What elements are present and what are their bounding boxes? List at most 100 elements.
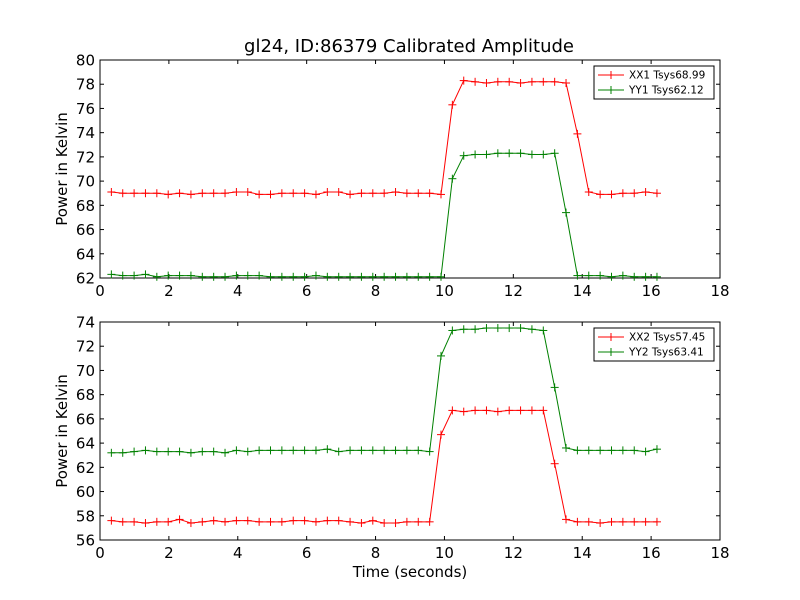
top-data-point: [448, 100, 457, 109]
top-data-point: [186, 271, 195, 280]
top-data-point: [482, 79, 491, 88]
bottom-y-tick-label: 66: [76, 410, 95, 428]
top-data-point: [164, 190, 173, 199]
bottom-data-point: [391, 446, 400, 455]
top-legend-label-xx1: XX1 Tsys68.99: [629, 70, 705, 82]
top-data-point: [266, 272, 275, 281]
bottom-data-point: [573, 517, 582, 526]
top-data-point: [221, 272, 230, 281]
top-x-tick-label: 14: [573, 282, 592, 300]
top-data-point: [164, 271, 173, 280]
top-data-point: [618, 189, 627, 198]
bottom-data-point: [562, 443, 571, 452]
top-y-tick-label: 80: [76, 52, 95, 70]
bottom-data-point: [471, 325, 480, 334]
bottom-data-point: [277, 446, 286, 455]
top-data-point: [380, 189, 389, 198]
top-data-point: [232, 271, 241, 280]
top-data-point: [471, 150, 480, 159]
bottom-y-tick-label: 64: [76, 435, 95, 453]
top-x-tick-label: 8: [371, 282, 381, 300]
top-data-point: [493, 77, 502, 86]
top-data-point: [437, 272, 445, 281]
bottom-data-point: [539, 326, 548, 335]
top-data-point: [175, 271, 184, 280]
bottom-x-tick-label: 16: [642, 544, 661, 562]
top-data-point: [573, 129, 582, 138]
top-data-point: [607, 190, 616, 199]
bottom-data-point: [221, 448, 230, 457]
bottom-x-tick-label: 8: [371, 544, 381, 562]
top-data-point: [630, 189, 639, 198]
top-x-tick-label: 16: [642, 282, 661, 300]
top-x-tick-label: 18: [710, 282, 729, 300]
bottom-y-tick-label: 68: [76, 386, 95, 404]
bottom-data-point: [323, 516, 332, 525]
top-x-tick-label: 10: [435, 282, 454, 300]
top-y-tick-label: 66: [76, 221, 95, 239]
bottom-data-point: [607, 517, 616, 526]
bottom-data-point: [652, 445, 661, 454]
bottom-data-point: [141, 519, 150, 528]
top-data-point: [414, 189, 423, 198]
top-data-point: [402, 189, 411, 198]
top-data-point: [289, 272, 298, 281]
top-data-point: [141, 270, 150, 279]
bottom-data-point: [141, 446, 150, 455]
bottom-data-point: [562, 515, 571, 524]
bottom-data-point: [198, 517, 207, 526]
bottom-data-point: [186, 448, 195, 457]
bottom-legend-label-xx2: XX2 Tsys57.45: [629, 332, 705, 344]
bottom-data-point: [448, 406, 457, 415]
top-data-point: [527, 77, 536, 86]
top-data-point: [289, 189, 298, 198]
bottom-data-point: [630, 446, 639, 455]
top-data-point: [437, 190, 445, 199]
top-data-point: [311, 271, 320, 280]
top-data-point: [505, 149, 514, 158]
bottom-data-point: [289, 446, 298, 455]
bottom-data-point: [493, 407, 502, 416]
bottom-data-point: [175, 515, 184, 524]
bottom-data-point: [414, 517, 423, 526]
top-data-point: [346, 190, 355, 199]
bottom-data-point: [380, 519, 389, 528]
bottom-data-point: [255, 446, 264, 455]
bottom-series: [107, 324, 661, 528]
bottom-data-point: [368, 516, 377, 525]
top-data-point: [641, 188, 650, 197]
top-data-point: [402, 272, 411, 281]
bottom-y-tick-label: 58: [76, 507, 95, 525]
bottom-data-point: [164, 447, 173, 456]
bottom-y-tick-label: 70: [76, 362, 95, 380]
bottom-legend: XX2 Tsys57.45 YY2 Tsys63.41: [593, 327, 715, 362]
bottom-y-tick-label: 72: [76, 338, 95, 356]
top-data-point: [368, 272, 377, 281]
bottom-data-point: [243, 516, 252, 525]
bottom-data-point: [505, 324, 514, 333]
bottom-data-point: [607, 446, 616, 455]
bottom-x-tick-label: 12: [504, 544, 523, 562]
bottom-data-point: [107, 516, 116, 525]
bottom-data-point: [300, 516, 309, 525]
bottom-data-point: [630, 517, 639, 526]
top-data-point: [459, 151, 468, 160]
bottom-data-point: [596, 446, 605, 455]
top-data-point: [596, 271, 605, 280]
bottom-data-point: [425, 517, 434, 526]
bottom-data-point: [107, 448, 116, 457]
bottom-data-point: [243, 447, 252, 456]
top-data-point: [630, 272, 639, 281]
top-legend-label-yy1: YY1 Tsys62.12: [628, 85, 704, 97]
bottom-y-tick-label: 60: [76, 483, 95, 501]
top-y-tick-label: 62: [76, 270, 95, 288]
x-axis-label: Time (seconds): [352, 563, 468, 581]
top-data-point: [323, 272, 332, 281]
bottom-data-point: [232, 446, 241, 455]
bottom-data-point: [118, 517, 127, 526]
top-data-point: [346, 272, 355, 281]
bottom-data-point: [414, 446, 423, 455]
top-data-point: [300, 189, 309, 198]
bottom-data-point: [175, 447, 184, 456]
